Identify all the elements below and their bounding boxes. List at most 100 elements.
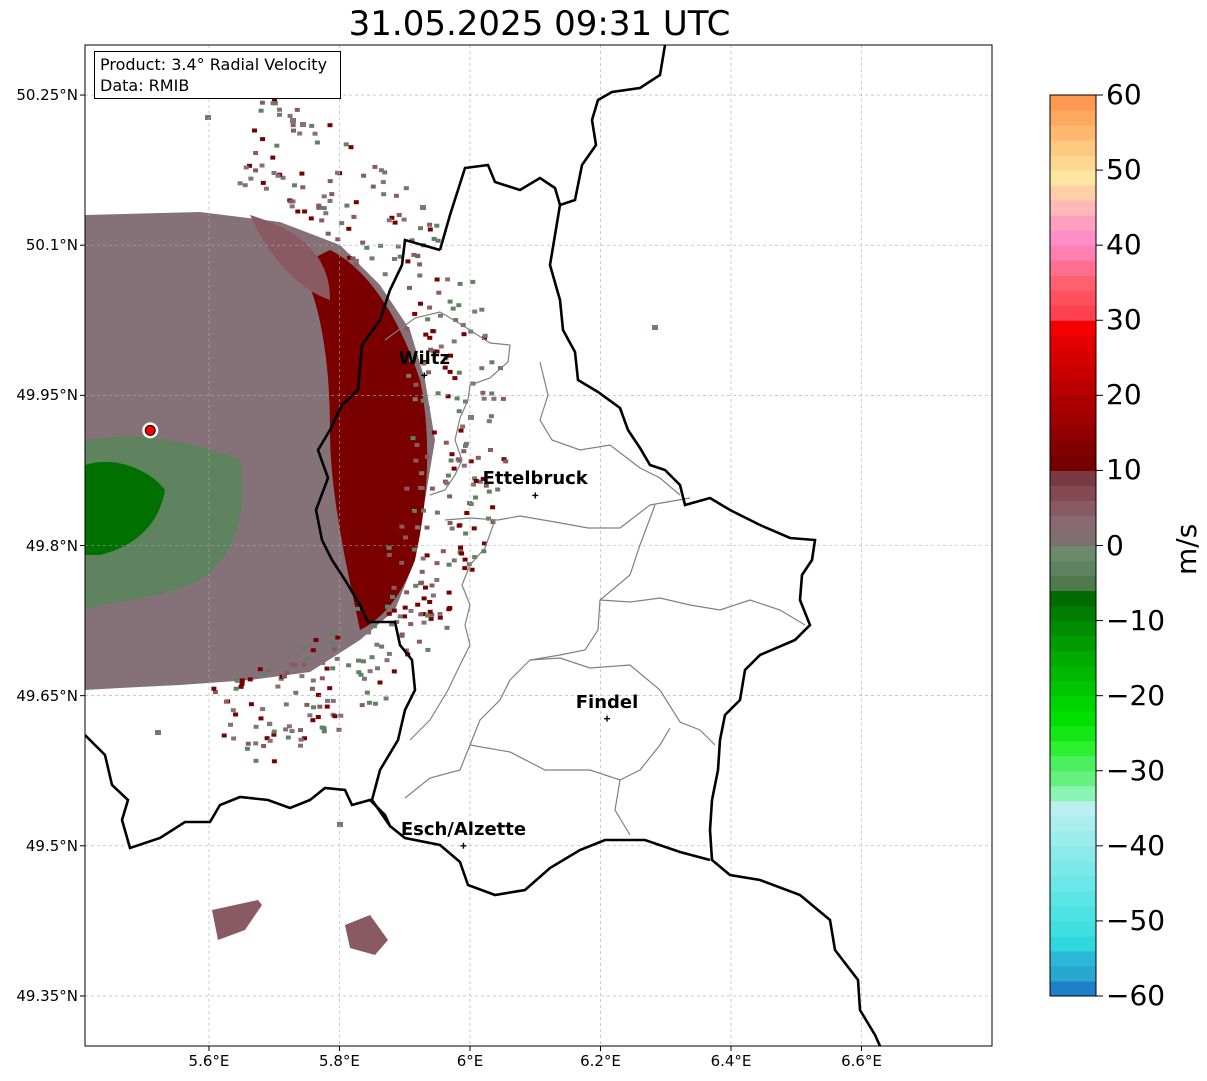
echo-pixel — [418, 494, 423, 499]
colorbar-band — [1050, 530, 1096, 546]
colorbar-band — [1050, 965, 1096, 982]
echo-pixel — [272, 101, 278, 106]
colorbar-band — [1050, 110, 1096, 126]
echo-pixel — [426, 370, 432, 375]
colorbar-tick-label: 40 — [1106, 228, 1142, 262]
echo-pixel — [456, 523, 462, 528]
echo-pixel — [418, 226, 423, 231]
echo-pixel — [367, 700, 372, 705]
colorbar-band — [1050, 545, 1096, 562]
echo-pixel — [230, 708, 236, 713]
echo-pixel — [335, 635, 341, 640]
echo-pixel — [421, 620, 427, 625]
echo-pixel — [472, 309, 478, 314]
colorbar-band — [1050, 665, 1096, 682]
colorbar-band — [1050, 695, 1096, 712]
lat-tick-label: 49.8°N — [25, 536, 78, 555]
boundaries — [85, 45, 882, 1046]
echo-pixel — [302, 209, 308, 214]
echo-pixel — [321, 194, 327, 199]
echo-pixel — [253, 151, 259, 155]
echo-pixel — [304, 657, 310, 662]
echo-pixel — [316, 203, 322, 208]
colorbar-tick-label: −40 — [1106, 828, 1166, 862]
echo-pixel — [420, 205, 426, 210]
echo-pixel — [330, 666, 336, 671]
echo-pixel — [285, 735, 291, 740]
echo-pixel — [421, 612, 427, 617]
echo-pixel — [277, 112, 282, 117]
lat-tick-label: 49.65°N — [16, 686, 78, 705]
colorbar-band — [1050, 230, 1096, 246]
echo-pixel — [652, 325, 658, 330]
data-source-label: Data: RMIB — [100, 76, 190, 95]
echo-pixel — [411, 252, 417, 257]
echo-pixel — [335, 170, 340, 175]
city-label: Esch/Alzette — [400, 818, 527, 840]
echo-pixel — [361, 173, 367, 178]
echo-pixel — [314, 140, 320, 145]
echo-pixel — [452, 376, 458, 381]
echo-pixel — [429, 486, 435, 491]
echo-pixel — [490, 520, 496, 525]
echo-pixel — [239, 681, 245, 686]
echo-pixel — [327, 123, 333, 128]
echo-pixel — [475, 455, 481, 460]
echo-pixel — [366, 630, 371, 635]
echo-pixel — [448, 458, 454, 463]
echo-pixel — [479, 366, 485, 371]
echo-pixel — [481, 549, 487, 554]
echo-pixel — [260, 707, 266, 712]
echo-pixel — [274, 143, 280, 148]
echo-pixel — [456, 303, 462, 308]
echo-pixel — [325, 698, 330, 703]
radar-site-dot — [144, 424, 156, 436]
lon-tick-label: 6.6°E — [841, 1052, 882, 1070]
echo-pixel — [482, 333, 488, 338]
echo-pixel — [386, 552, 392, 557]
echo-pixel — [481, 396, 487, 401]
echo-pixel — [437, 615, 443, 620]
echo-pixel — [325, 231, 331, 236]
echo-pixel — [313, 638, 319, 642]
echo-pixel — [427, 305, 433, 310]
echo-pixel — [350, 256, 356, 261]
echo-pixel — [400, 506, 405, 511]
echo-pixel — [396, 213, 402, 217]
echo-pixel — [280, 175, 286, 180]
echo-pixel — [447, 606, 453, 610]
echo-pixel — [309, 686, 315, 691]
colorbar-band — [1050, 140, 1096, 156]
echo-pixel — [461, 332, 467, 337]
colorbar-band — [1050, 350, 1096, 366]
echo-pixel — [319, 218, 325, 223]
echo-pixel — [334, 656, 340, 661]
colorbar-band — [1050, 590, 1096, 607]
echo-pixel — [472, 555, 478, 560]
echo-pixel — [386, 545, 392, 550]
country-border-be-lu — [548, 45, 882, 1046]
colorbar-band — [1050, 335, 1096, 351]
echo-pixel — [443, 440, 449, 445]
echo-pixel — [410, 420, 416, 425]
echo-pixel — [459, 551, 465, 556]
echo-pixel — [391, 608, 397, 613]
echo-pixel — [500, 396, 506, 401]
colorbar-band — [1050, 455, 1096, 471]
echo-pixel — [312, 642, 318, 646]
echo-pixel — [312, 131, 318, 136]
echo-pixel — [257, 667, 263, 672]
echo-pixel — [483, 483, 489, 488]
echo-pixel — [338, 713, 344, 718]
echo-pixel — [470, 279, 476, 284]
echo-pixel — [503, 459, 509, 464]
colorbar-band — [1050, 440, 1096, 456]
echo-pixel — [330, 698, 336, 703]
echo-pixel — [321, 206, 327, 211]
colorbar-band — [1050, 290, 1096, 306]
echo-pixel — [486, 516, 491, 521]
echo-pixel — [295, 209, 301, 214]
echo-pixel — [463, 531, 469, 536]
echo-pixel — [223, 699, 229, 704]
echo-pixel — [288, 199, 294, 204]
